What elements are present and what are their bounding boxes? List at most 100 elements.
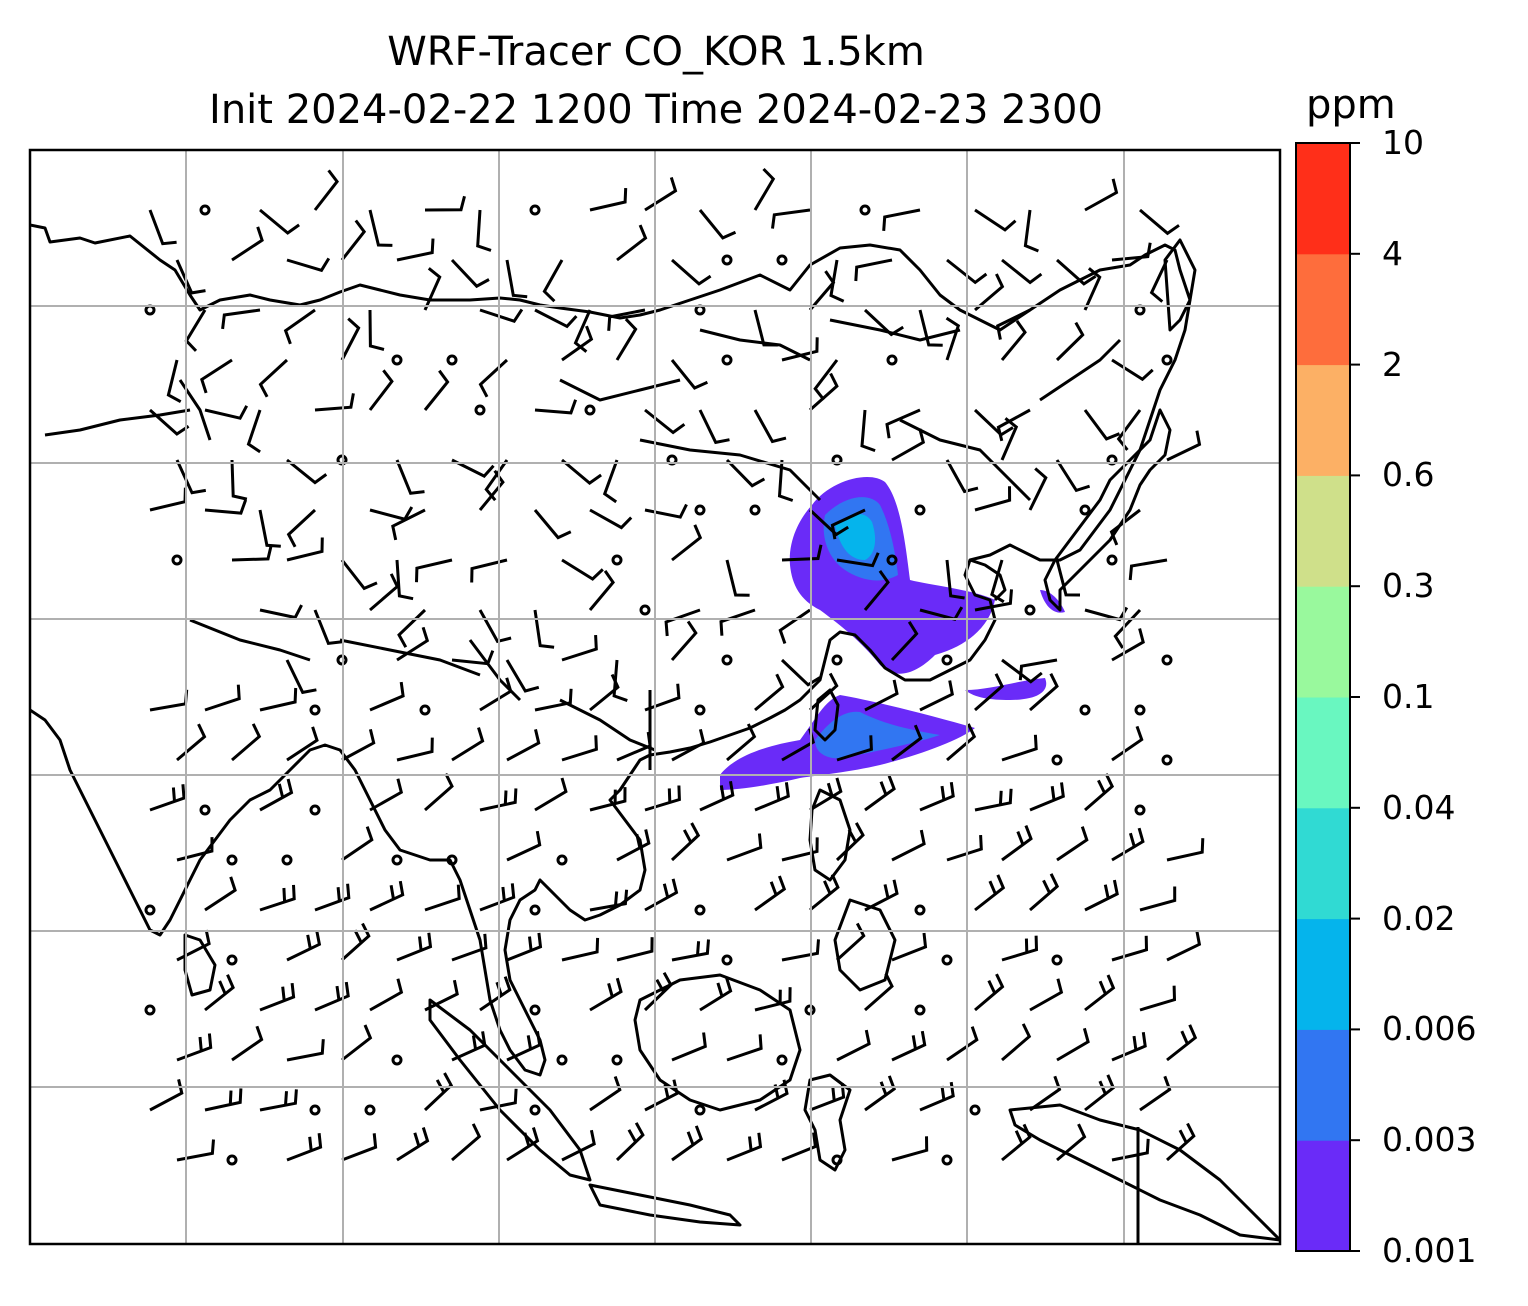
wind-barb <box>777 459 794 502</box>
wind-barb <box>891 932 928 962</box>
calm-wind-marker <box>941 1154 953 1166</box>
calm-wind-marker <box>529 1104 541 1116</box>
wind-barb <box>589 508 633 530</box>
coastline-japan <box>1043 408 1172 612</box>
wind-barb <box>1056 826 1089 862</box>
colorbar-tick-label: 10 <box>1382 123 1424 162</box>
wind-barb <box>395 559 414 601</box>
wind-barb <box>1056 258 1097 286</box>
wind-barb <box>996 308 1031 340</box>
wind-barb <box>369 880 405 912</box>
gridlines <box>30 150 1280 1244</box>
wind-barb <box>176 837 214 862</box>
wind-barb <box>368 209 393 247</box>
wind-barb <box>204 684 241 712</box>
wind-barb <box>200 358 233 394</box>
wind-barb <box>615 1122 645 1162</box>
wind-barb <box>259 208 300 235</box>
wind-barb <box>176 1139 215 1162</box>
wind-barb <box>808 672 839 712</box>
wind-barb <box>396 932 433 962</box>
wind-barb <box>890 621 919 662</box>
wind-barb <box>602 459 619 504</box>
calm-wind-marker <box>886 354 898 366</box>
wind-barb <box>451 727 485 762</box>
wind-barb <box>698 409 730 445</box>
wind-barb <box>1139 208 1180 236</box>
wind-barb <box>1109 508 1141 546</box>
calm-wind-marker <box>914 504 926 516</box>
calm-wind-marker <box>446 854 458 866</box>
wind-barb <box>974 589 1013 612</box>
calm-wind-marker <box>226 1154 238 1166</box>
wind-barb <box>314 883 351 912</box>
wind-barb <box>778 608 811 644</box>
wind-barb <box>369 681 405 712</box>
calm-wind-marker <box>721 254 733 266</box>
wind-barb <box>1166 838 1205 862</box>
wind-barb <box>974 208 1017 232</box>
wind-barb <box>891 1136 929 1162</box>
wind-barb <box>476 209 492 252</box>
wind-barb <box>506 1030 542 1062</box>
wind-barb <box>505 259 528 299</box>
colorbar-tick-label: 4 <box>1382 233 1403 273</box>
wind-barb <box>643 971 673 1012</box>
wind-barb <box>864 879 899 912</box>
wind-barb <box>424 884 461 912</box>
wind-barb <box>1139 985 1177 1012</box>
wind-barb <box>204 499 248 515</box>
wind-barb <box>149 1079 184 1112</box>
colorbar-segment <box>1296 586 1350 698</box>
wind-barb <box>829 259 845 303</box>
wind-barb <box>470 558 508 583</box>
colorbar-tick-label: 0.3 <box>1382 566 1435 606</box>
wind-barb <box>396 1127 430 1162</box>
wind-barb <box>813 359 839 401</box>
wind-barb <box>479 1088 518 1112</box>
wind-barb <box>588 570 615 611</box>
wind-barb <box>854 258 893 282</box>
calm-wind-marker <box>694 904 706 916</box>
wind-barb <box>835 922 866 962</box>
calm-wind-marker <box>969 1104 981 1116</box>
wind-barb <box>204 405 249 420</box>
wind-barb <box>808 508 849 537</box>
wind-barb <box>506 1127 540 1162</box>
wind-barb <box>286 726 319 762</box>
wind-barb <box>616 829 651 862</box>
wind-barb <box>561 325 594 362</box>
coastline-java <box>588 1183 742 1227</box>
wind-barb <box>891 829 926 862</box>
colorbar-unit: ppm <box>1306 82 1396 128</box>
colorbar-segment <box>1296 1140 1350 1252</box>
wind-barb <box>506 729 541 762</box>
wind-barb <box>561 458 602 485</box>
wind-barb <box>368 369 394 411</box>
wind-barb <box>780 658 821 687</box>
wind-barb <box>754 673 785 712</box>
calm-wind-marker <box>529 904 541 916</box>
wind-barb <box>1166 930 1202 962</box>
wind-barb <box>1001 734 1038 762</box>
wind-barb <box>671 524 703 562</box>
wind-barb <box>974 486 1012 512</box>
wind-barb <box>945 559 965 600</box>
calm-wind-marker <box>611 554 623 566</box>
wind-barb <box>699 781 735 812</box>
calm-wind-marker <box>1079 704 1091 716</box>
calm-wind-marker <box>226 854 238 866</box>
wind-barb <box>1083 409 1121 441</box>
wind-barb <box>534 777 568 812</box>
wind-barb <box>974 673 1004 712</box>
coastline-mainland <box>30 223 1192 1077</box>
calm-wind-marker <box>941 654 953 666</box>
wind-barb <box>891 428 926 462</box>
calm-wind-marker <box>364 1104 376 1116</box>
calm-wind-marker <box>1161 654 1173 666</box>
wind-barb <box>835 822 865 862</box>
calm-wind-marker <box>419 704 431 716</box>
wind-barb <box>561 735 598 762</box>
wind-barb <box>533 509 572 540</box>
wind-barb <box>670 620 698 661</box>
